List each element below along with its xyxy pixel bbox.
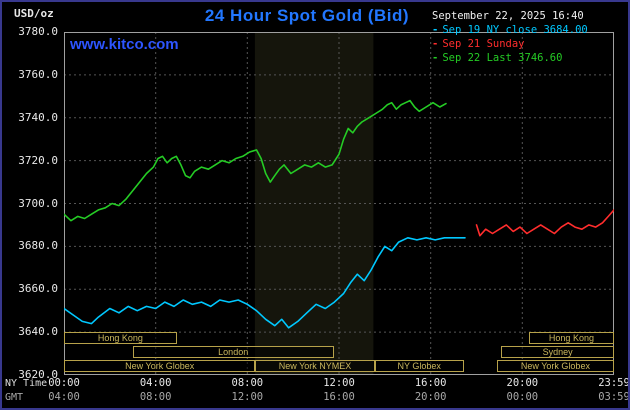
x-tick-label-gmt: 20:00: [414, 391, 447, 403]
series-line-2: [64, 99, 447, 222]
ny-time-axis-label: NY Time: [5, 378, 48, 389]
kitco-watermark-link[interactable]: www.kitco.com: [70, 36, 179, 53]
y-axis-unit-label: USD/oz: [14, 7, 54, 20]
session-box-new-york-globex: New York Globex: [496, 360, 614, 372]
series-line-1: [475, 209, 614, 237]
chart-title: 24 Hour Spot Gold (Bid): [204, 6, 410, 25]
x-tick-label-gmt: 04:00: [48, 391, 80, 403]
plot-area: Hong Kong Hong Kong London Sydney New York G…: [64, 32, 615, 375]
legend-swatch: -: [432, 24, 439, 36]
legend: - Sep 19 NY close 3684.00- Sep 21 Sunday - S…: [432, 23, 628, 65]
session-box-london: London: [132, 346, 334, 358]
x-tick-label-ny: 12:00: [323, 377, 355, 389]
session-box-new-york-globex: New York Globex: [64, 360, 256, 372]
y-tick-label: 3700.0: [18, 196, 58, 210]
legend-label: Sep 22 Last 3746.60: [442, 52, 563, 64]
y-tick-label: 3640.0: [18, 325, 58, 339]
y-tick-label: 3760.0: [18, 67, 58, 81]
y-tick-label: 3620.0: [18, 368, 58, 381]
legend-swatch: -: [432, 38, 439, 50]
legend-label: Sep 21 Sunday: [442, 38, 525, 50]
legend-swatch: -: [432, 52, 439, 64]
x-tick-label-ny: 00:00: [48, 377, 80, 389]
series-line-0: [64, 237, 466, 329]
legend-item-0: - Sep 19 NY close 3684.00: [432, 23, 628, 37]
y-tick-label: 3720.0: [18, 153, 58, 167]
session-box-ny-globex: NY Globex: [374, 360, 464, 372]
session-box-hong-kong: Hong Kong: [528, 332, 615, 344]
x-tick-label-ny: 20:00: [506, 377, 539, 389]
x-tick-label-gmt: 00:00: [506, 391, 539, 403]
session-box-hong-kong: Hong Kong: [64, 332, 177, 344]
session-box-new-york-nymex: New York NYMEX: [255, 360, 375, 372]
y-tick-label: 3780.0: [18, 25, 58, 38]
gmt-axis-label: GMT: [5, 392, 24, 403]
legend-block: September 22, 2025 16:40 - Sep 19 NY clos…: [432, 9, 628, 65]
y-tick-label: 3680.0: [18, 239, 58, 253]
legend-item-2: - Sep 22 Last 3746.60: [432, 51, 628, 65]
legend-label: Sep 19 NY close 3684.00: [442, 24, 588, 36]
x-tick-label-ny: 23:59: [598, 377, 630, 389]
session-box-sydney: Sydney: [501, 346, 614, 358]
x-tick-label-gmt: 16:00: [323, 391, 355, 403]
chart-datetime: September 22, 2025 16:40: [432, 10, 584, 22]
x-tick-label-gmt: 12:00: [231, 391, 264, 403]
legend-item-1: - Sep 21 Sunday: [432, 37, 628, 51]
x-tick-label-gmt: 08:00: [139, 391, 172, 403]
x-tick-label-ny: 16:00: [414, 377, 447, 389]
y-tick-label: 3660.0: [18, 282, 58, 296]
x-tick-label-gmt: 03:59: [598, 391, 630, 403]
plot-border: [64, 32, 614, 375]
market-sessions: Hong Kong Hong Kong London Sydney New York G…: [64, 32, 615, 375]
y-tick-label: 3740.0: [18, 110, 58, 124]
x-tick-label-ny: 08:00: [231, 377, 264, 389]
x-tick-label-ny: 04:00: [139, 377, 172, 389]
price-series-svg: [64, 32, 614, 375]
